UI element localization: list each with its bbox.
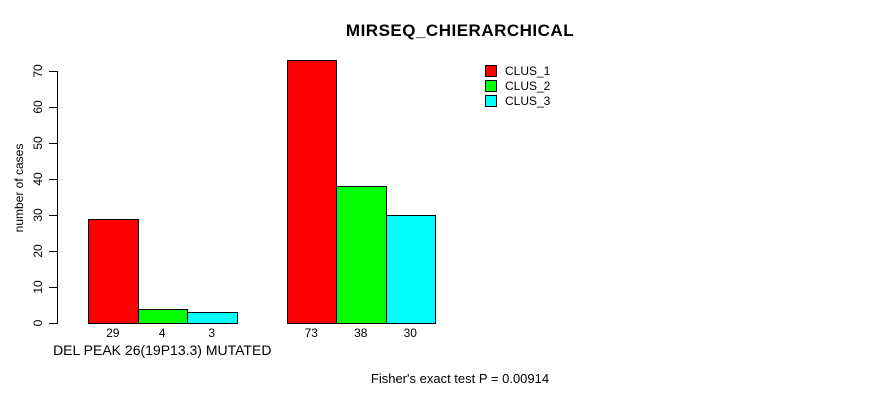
bar-clus_1-group1 (88, 218, 139, 324)
legend-item-clus_3: CLUS_3 (485, 93, 551, 108)
legend-label: CLUS_1 (505, 63, 551, 78)
legend: CLUS_1 CLUS_2 CLUS_3 (485, 64, 550, 109)
y-axis-tick (49, 71, 57, 72)
y-axis-line (57, 71, 58, 324)
y-axis-tick-label: 70 (31, 64, 45, 78)
y-axis-tick-label: 30 (31, 208, 45, 222)
bar-value-label: 38 (354, 326, 368, 340)
y-axis-tick (49, 143, 57, 144)
bar-value-label: 3 (208, 326, 216, 340)
legend-swatch-clus_3 (485, 94, 497, 107)
x-axis-group-label: DEL PEAK 26(19P13.3) MUTATED (53, 342, 272, 358)
bar-clus_3-group2 (385, 215, 436, 324)
y-axis-tick-label: 60 (31, 100, 45, 114)
bar-value-label: 73 (304, 326, 318, 340)
y-axis-tick (49, 251, 57, 252)
bar-clus_3-group1 (187, 312, 238, 324)
y-axis-tick (49, 215, 57, 216)
y-axis-tick-label: 0 (31, 319, 45, 327)
bar-clus_1-group2 (286, 60, 337, 324)
legend-swatch-clus_1 (485, 64, 497, 77)
y-axis-tick (49, 107, 57, 108)
chart-title: MIRSEQ_CHIERARCHICAL (345, 21, 575, 40)
y-axis-tick (49, 323, 57, 324)
legend-label: CLUS_2 (505, 78, 551, 93)
legend-item-clus_2: CLUS_2 (485, 78, 551, 93)
y-axis-tick-label: 20 (31, 244, 45, 258)
y-axis-tick-label: 40 (31, 172, 45, 186)
y-axis-tick-label: 10 (31, 280, 45, 294)
bar-value-label: 29 (106, 326, 120, 340)
y-axis-tick-label: 50 (31, 136, 45, 150)
bar-clus_2-group2 (336, 186, 387, 324)
legend-item-clus_1: CLUS_1 (485, 63, 551, 78)
bar-value-label: 4 (158, 326, 166, 340)
legend-label: CLUS_3 (505, 93, 551, 108)
y-axis-tick (49, 179, 57, 180)
y-axis-tick (49, 287, 57, 288)
y-axis-label: number of cases (12, 143, 26, 233)
bar-value-label: 30 (403, 326, 417, 340)
legend-swatch-clus_2 (485, 79, 497, 92)
fisher-test-annotation: Fisher's exact test P = 0.00914 (370, 371, 550, 386)
bar-clus_2-group1 (137, 308, 188, 324)
